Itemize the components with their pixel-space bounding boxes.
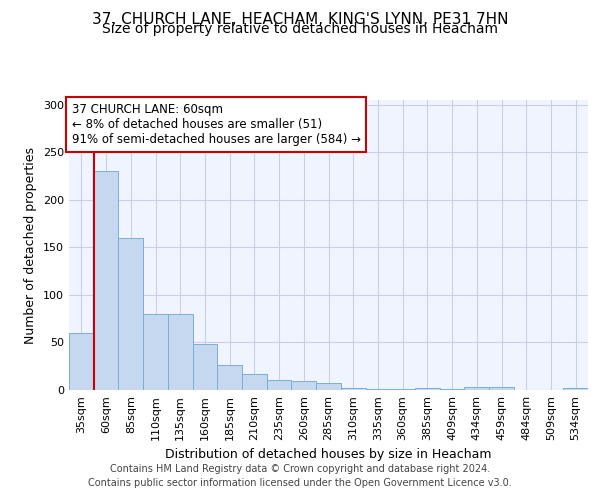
Text: 37 CHURCH LANE: 60sqm
← 8% of detached houses are smaller (51)
91% of semi-detac: 37 CHURCH LANE: 60sqm ← 8% of detached h… [71,103,361,146]
Bar [193,344,217,390]
Bar [316,384,341,390]
Bar [118,238,143,390]
Bar [390,389,415,390]
Bar [440,389,464,390]
Bar [267,380,292,390]
Text: Size of property relative to detached houses in Heacham: Size of property relative to detached ho… [102,22,498,36]
Bar [415,388,440,390]
Bar [489,387,514,390]
Bar [365,389,390,390]
Bar [341,388,365,390]
Bar [168,314,193,390]
Bar [143,314,168,390]
Text: 37, CHURCH LANE, HEACHAM, KING'S LYNN, PE31 7HN: 37, CHURCH LANE, HEACHAM, KING'S LYNN, P… [92,12,508,28]
Bar [69,333,94,390]
Bar [292,382,316,390]
Y-axis label: Number of detached properties: Number of detached properties [25,146,37,344]
Bar [464,387,489,390]
Bar [563,388,588,390]
Bar [217,366,242,390]
Bar [242,374,267,390]
Text: Contains HM Land Registry data © Crown copyright and database right 2024.
Contai: Contains HM Land Registry data © Crown c… [88,464,512,487]
Bar [94,172,118,390]
X-axis label: Distribution of detached houses by size in Heacham: Distribution of detached houses by size … [165,448,492,462]
